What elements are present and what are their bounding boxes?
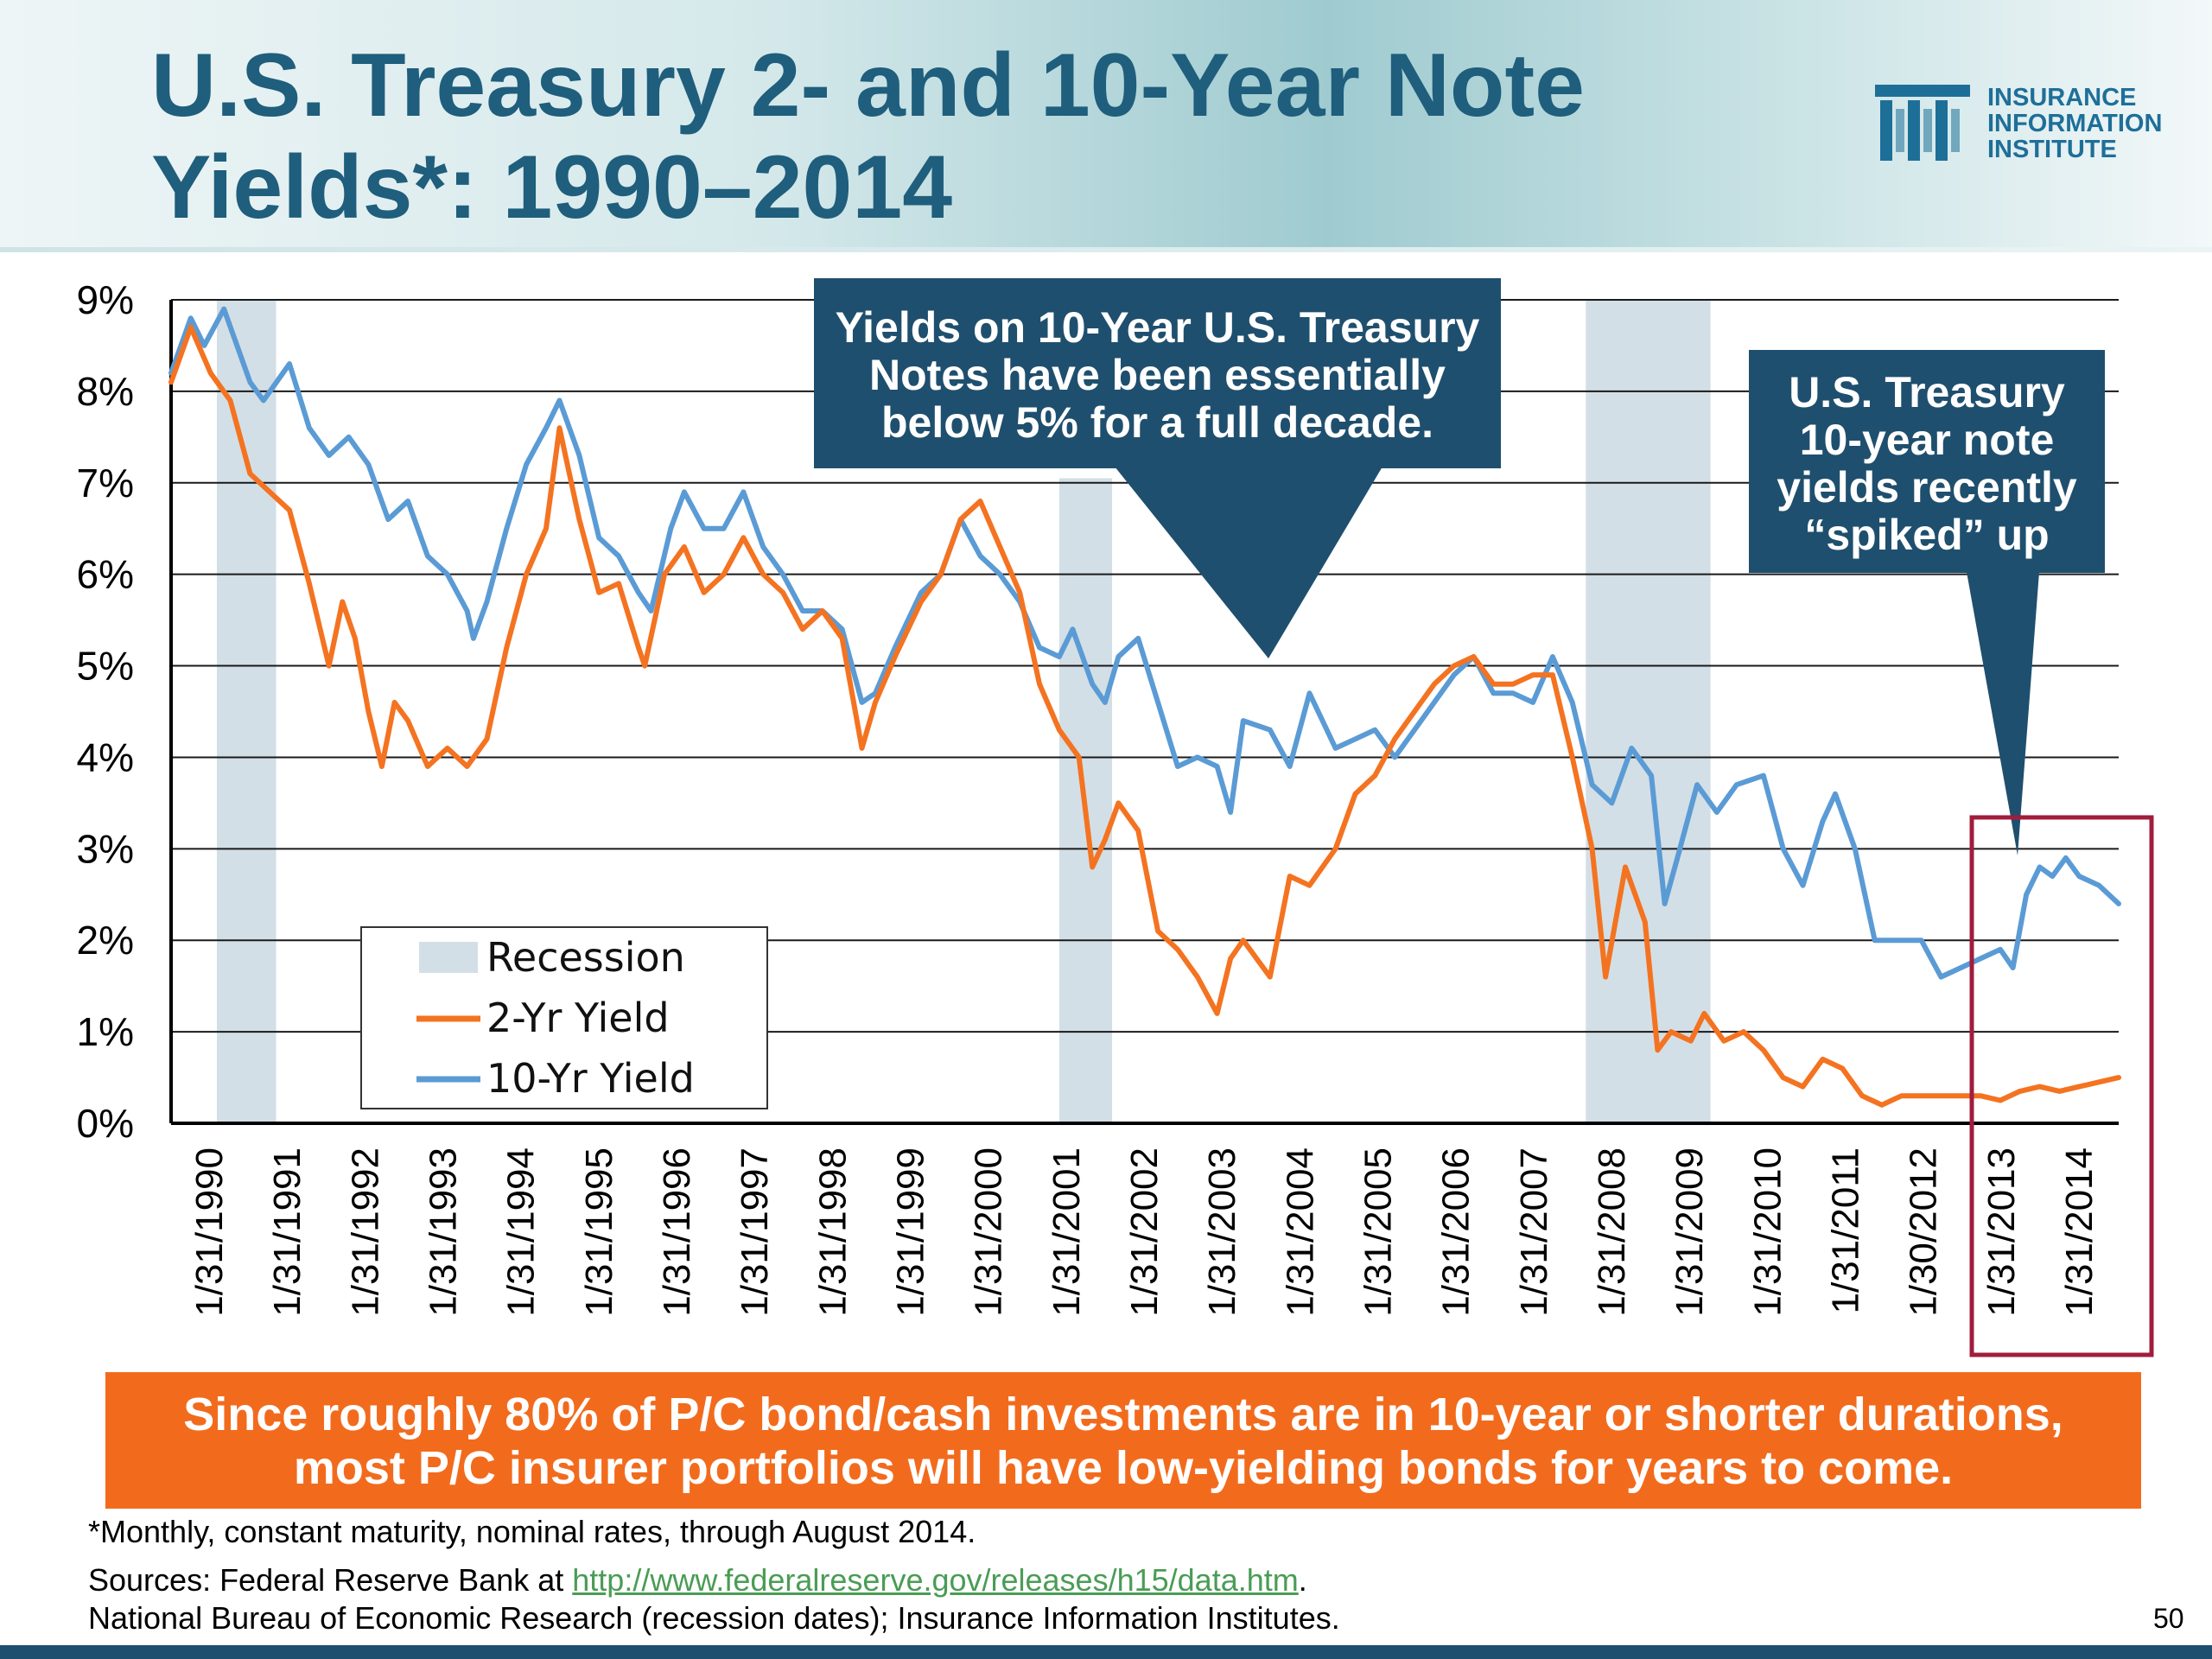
x-tick-label: 1/31/2005 [1357,1147,1399,1317]
banner-line-2: most P/C insurer portfolios will have lo… [293,1442,1954,1494]
x-tick-label: 1/31/1994 [500,1147,543,1317]
y-tick-label: 5% [77,644,134,689]
logo-line-3: INSTITUTE [1987,136,2117,163]
x-tick-label: 1/31/1996 [656,1147,698,1317]
x-tick-label: 1/31/2013 [1980,1147,2023,1317]
x-tick-label: 1/31/2002 [1123,1147,1166,1317]
conclusion-banner: Since roughly 80% of P/C bond/cash inves… [105,1372,2141,1509]
page-title: U.S. Treasury 2- and 10-Year Note Yields… [151,35,1585,238]
footnote: *Monthly, constant maturity, nominal rat… [88,1514,976,1549]
x-tick-label: 1/31/2003 [1201,1147,1243,1317]
callout-spiked-line-3: yields recently [1777,463,2077,512]
logo-line-2: INFORMATION [1987,110,2163,137]
callout-spiked-line-4: “spiked” up [1804,511,2050,559]
y-tick-label: 1% [77,1009,134,1054]
yield-line-chart: 0% 1% 2% 3% 4% 5% 6% 7% 8% 9% 1/31/1990 1/31/1991 1/… [77,277,2154,1357]
legend-label: Recession [486,934,685,981]
callout-decade: Yields on 10-Year U.S. Treasury Notes ha… [814,278,1501,468]
callout-spiked-line-1: U.S. Treasury [1789,368,2065,416]
callout-decade-line-2: Notes have been essentially [869,351,1446,399]
x-tick-label: 1/31/2011 [1824,1147,1866,1313]
x-tick-label: 1/31/2014 [2058,1147,2101,1317]
header-divider [0,247,2212,252]
recession-band [216,300,276,1123]
bottom-bar [0,1645,2212,1659]
callout-decade-line-1: Yields on 10-Year U.S. Treasury [835,303,1480,352]
two-year-yield-line [168,324,2121,1108]
banner-line-1: Since roughly 80% of P/C bond/cash inves… [183,1389,2063,1440]
ten-year-yield-line [168,306,2121,980]
logo-line-1: INSURANCE [1987,84,2137,111]
x-tick-label: 1/30/2012 [1903,1147,1945,1317]
x-tick-label: 1/31/1999 [890,1147,932,1317]
callout-spiked-line-2: 10-year note [1799,416,2055,464]
y-tick-label: 9% [77,277,134,322]
x-tick-label: 1/31/1990 [188,1147,231,1317]
callout-decade-pointer [1115,467,1382,658]
page-number: 50 [2153,1603,2184,1634]
callout-spiked-pointer [1967,572,2039,855]
sources: Sources: Federal Reserve Bank at http://… [88,1561,1340,1637]
legend-label: 2-Yr Yield [486,995,670,1041]
header-band [0,0,2212,251]
iii-logo-icon [1875,85,1970,161]
x-tick-label: 1/31/1993 [423,1147,465,1317]
y-tick-label: 6% [77,552,134,597]
y-tick-label: 8% [77,369,134,414]
y-tick-label: 7% [77,461,134,505]
legend-recession-swatch [419,942,478,973]
x-tick-label: 1/31/2009 [1669,1147,1711,1317]
x-tick-label: 1/31/1997 [734,1147,776,1317]
logo-wordmark: INSURANCE INFORMATION INSTITUTE [1987,85,2162,162]
x-tick-label: 1/31/2010 [1746,1147,1789,1317]
x-tick-label: 1/31/1998 [811,1147,854,1317]
recent-spike-highlight-box [1969,815,2154,1357]
x-tick-label: 1/31/2006 [1435,1147,1478,1317]
sources-line-2: National Bureau of Economic Research (re… [88,1600,1340,1636]
x-tick-label: 1/31/1991 [266,1147,308,1317]
x-tick-label: 1/31/2004 [1279,1147,1321,1317]
y-tick-label: 2% [77,918,134,963]
x-tick-label: 1/31/2001 [1046,1147,1088,1317]
callout-spiked: U.S. Treasury 10-year note yields recent… [1749,350,2105,573]
legend-label: 10-Yr Yield [486,1055,695,1102]
sources-suffix: . [1298,1562,1307,1598]
y-tick-label: 0% [77,1101,134,1146]
x-tick-label: 1/31/2000 [968,1147,1010,1317]
sources-prefix: Sources: Federal Reserve Bank at [88,1562,573,1598]
fed-reserve-link[interactable]: http://www.federalreserve.gov/releases/h… [572,1562,1299,1598]
y-tick-label: 4% [77,734,134,779]
callout-decade-line-3: below 5% for a full decade. [880,398,1434,447]
x-tick-label: 1/31/1992 [344,1147,386,1317]
x-tick-label: 1/31/2008 [1591,1147,1633,1317]
recession-band [1586,300,1711,1123]
y-tick-label: 3% [77,826,134,871]
x-tick-label: 1/31/1995 [578,1147,620,1317]
x-tick-label: 1/31/2007 [1513,1147,1555,1317]
